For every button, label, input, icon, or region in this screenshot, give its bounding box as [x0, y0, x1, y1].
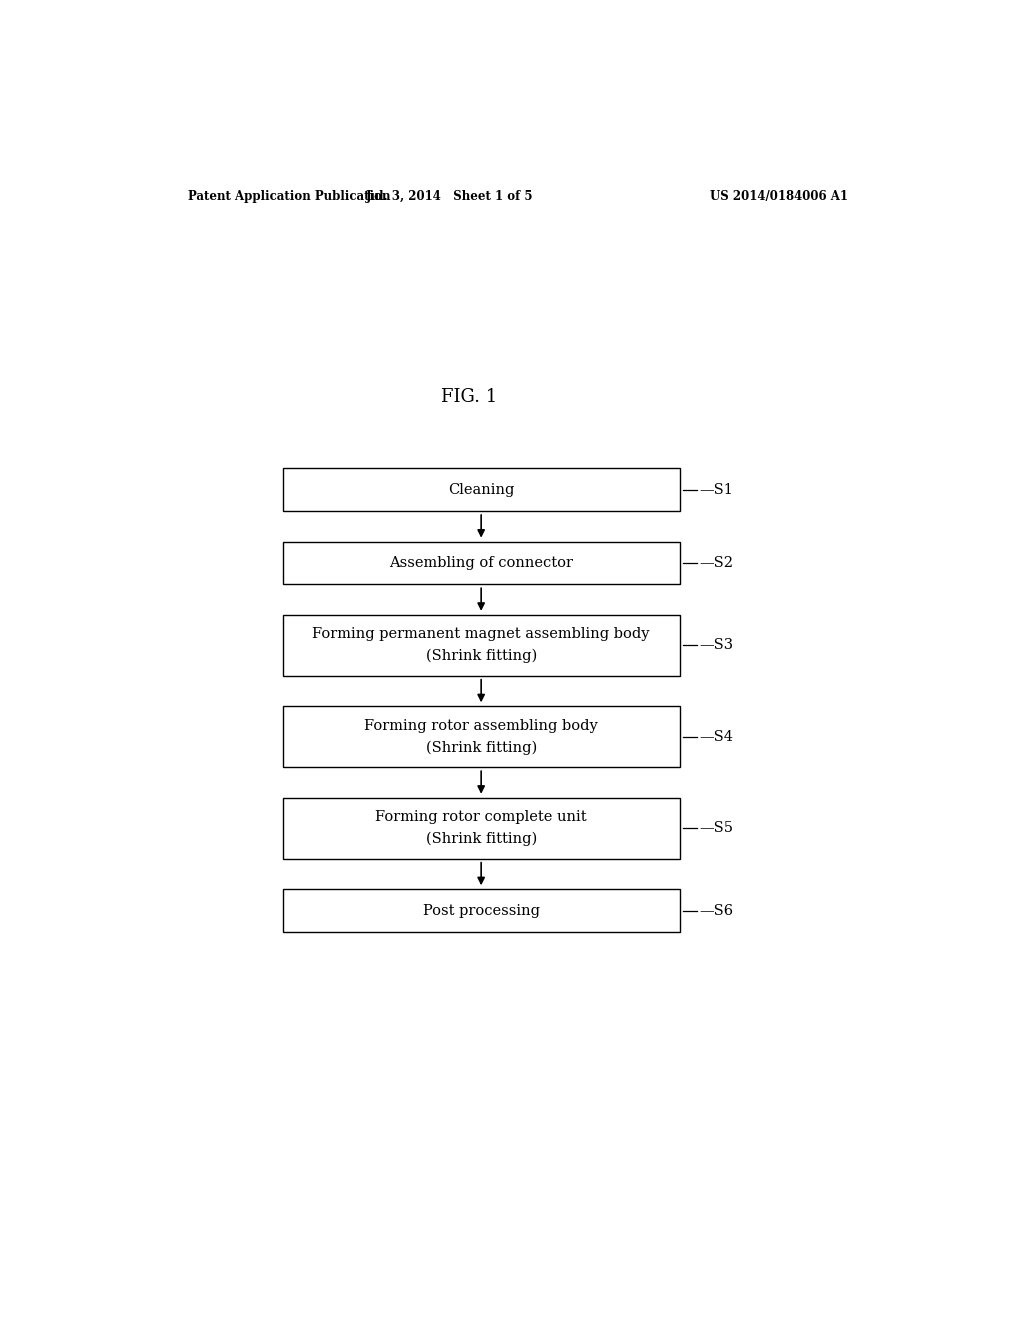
- Text: (Shrink fitting): (Shrink fitting): [426, 832, 537, 846]
- Bar: [283, 469, 680, 511]
- Text: Jul. 3, 2014   Sheet 1 of 5: Jul. 3, 2014 Sheet 1 of 5: [366, 190, 534, 202]
- Text: —S1: —S1: [699, 483, 733, 496]
- Bar: [283, 797, 680, 859]
- Text: —S3: —S3: [699, 639, 733, 652]
- Text: (Shrink fitting): (Shrink fitting): [426, 741, 537, 755]
- Text: —S5: —S5: [699, 821, 733, 836]
- Text: —S6: —S6: [699, 903, 733, 917]
- Text: FIG. 1: FIG. 1: [441, 388, 498, 407]
- Text: US 2014/0184006 A1: US 2014/0184006 A1: [710, 190, 848, 202]
- Text: Forming rotor assembling body: Forming rotor assembling body: [365, 719, 598, 733]
- Text: Forming rotor complete unit: Forming rotor complete unit: [376, 810, 587, 824]
- Text: Post processing: Post processing: [423, 903, 540, 917]
- Bar: [283, 890, 680, 932]
- Text: Assembling of connector: Assembling of connector: [389, 556, 573, 570]
- Text: —S2: —S2: [699, 556, 733, 570]
- Text: Cleaning: Cleaning: [447, 483, 514, 496]
- Bar: [283, 615, 680, 676]
- Text: Forming permanent magnet assembling body: Forming permanent magnet assembling body: [312, 627, 650, 642]
- Bar: [283, 706, 680, 767]
- Bar: [283, 541, 680, 585]
- Text: —S4: —S4: [699, 730, 733, 743]
- Text: (Shrink fitting): (Shrink fitting): [426, 649, 537, 664]
- Text: Patent Application Publication: Patent Application Publication: [187, 190, 390, 202]
